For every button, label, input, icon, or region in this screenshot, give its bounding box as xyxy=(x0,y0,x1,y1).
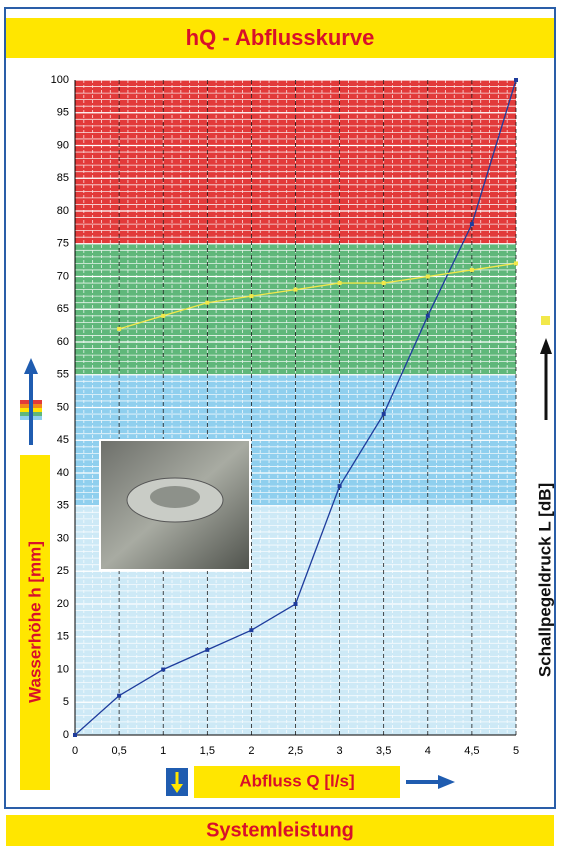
y-tick-label: 60 xyxy=(57,336,69,348)
plot-area: 0510152025303540455055606570758085909510… xyxy=(51,74,519,757)
y-tick-label: 20 xyxy=(57,598,69,610)
x-tick-label: 2,5 xyxy=(288,745,303,757)
x-tick-label: 5 xyxy=(513,745,519,757)
data-point xyxy=(161,667,166,672)
data-point xyxy=(381,412,386,417)
data-point xyxy=(293,602,298,606)
x-tick-label: 3,5 xyxy=(376,745,391,757)
data-point xyxy=(337,484,342,489)
x-tick-label: 4,5 xyxy=(464,745,479,757)
footer-bar xyxy=(6,815,554,846)
x-tick-label: 3 xyxy=(337,745,343,757)
data-point xyxy=(425,274,430,279)
data-point xyxy=(514,78,518,82)
y-tick-label: 95 xyxy=(57,107,69,119)
x-tick-label: 1 xyxy=(160,745,166,757)
x-tick-label: 1,5 xyxy=(200,745,215,757)
series-line xyxy=(118,262,517,330)
y-tick-label: 65 xyxy=(57,303,69,315)
y-tick-label: 25 xyxy=(57,565,69,577)
data-point xyxy=(381,281,386,286)
data-point xyxy=(249,294,254,299)
data-point xyxy=(249,628,254,633)
y2-axis-label: Schallpegeldruck L [dB] xyxy=(535,483,554,677)
footer: Systemleistung xyxy=(206,819,354,841)
x-axis-label: Abfluss Q [l/s] xyxy=(239,771,354,790)
data-point xyxy=(73,733,77,737)
x-label-box xyxy=(194,766,400,798)
y-axis-label: Wasserhöhe h [mm] xyxy=(25,541,44,703)
data-point xyxy=(514,261,518,266)
data-point xyxy=(117,326,122,331)
photo-grate xyxy=(150,486,200,508)
x-tick-label: 0,5 xyxy=(111,745,126,757)
y-tick-label: 5 xyxy=(63,696,69,708)
x-tick-label: 2 xyxy=(248,745,254,757)
y-tick-label: 70 xyxy=(57,270,69,282)
y-tick-label: 10 xyxy=(57,663,69,675)
data-point xyxy=(161,313,166,318)
data-point xyxy=(117,693,122,698)
x-tick-label: 0 xyxy=(72,745,78,757)
arrow-head xyxy=(171,784,183,793)
y-tick-label: 55 xyxy=(57,369,69,381)
y-tick-label: 100 xyxy=(51,74,69,86)
y-tick-label: 15 xyxy=(57,631,69,643)
y-tick-label: 40 xyxy=(57,467,69,479)
legend-swatch xyxy=(541,316,550,325)
data-point xyxy=(205,647,210,652)
y-tick-label: 85 xyxy=(57,172,69,184)
arrow-head xyxy=(24,358,38,374)
y-tick-label: 35 xyxy=(57,500,69,512)
y-tick-label: 45 xyxy=(57,434,69,446)
data-point xyxy=(205,300,210,305)
y-tick-label: 80 xyxy=(57,205,69,217)
y-tick-label: 50 xyxy=(57,401,69,413)
arrow-head xyxy=(438,775,455,789)
title-bar xyxy=(6,18,554,58)
y-tick-label: 0 xyxy=(63,729,69,741)
data-point xyxy=(469,222,474,227)
y-tick-label: 90 xyxy=(57,139,69,151)
x-tick-label: 4 xyxy=(425,745,431,757)
y-tick-label: 30 xyxy=(57,532,69,544)
arrow-head xyxy=(540,338,552,354)
data-point xyxy=(293,287,298,292)
chart-title: hQ - Abflusskurve xyxy=(186,25,375,50)
y-tick-label: 75 xyxy=(57,238,69,250)
data-point xyxy=(337,281,342,286)
data-point xyxy=(425,313,430,318)
data-point xyxy=(469,267,474,272)
y-label-box xyxy=(20,455,50,790)
